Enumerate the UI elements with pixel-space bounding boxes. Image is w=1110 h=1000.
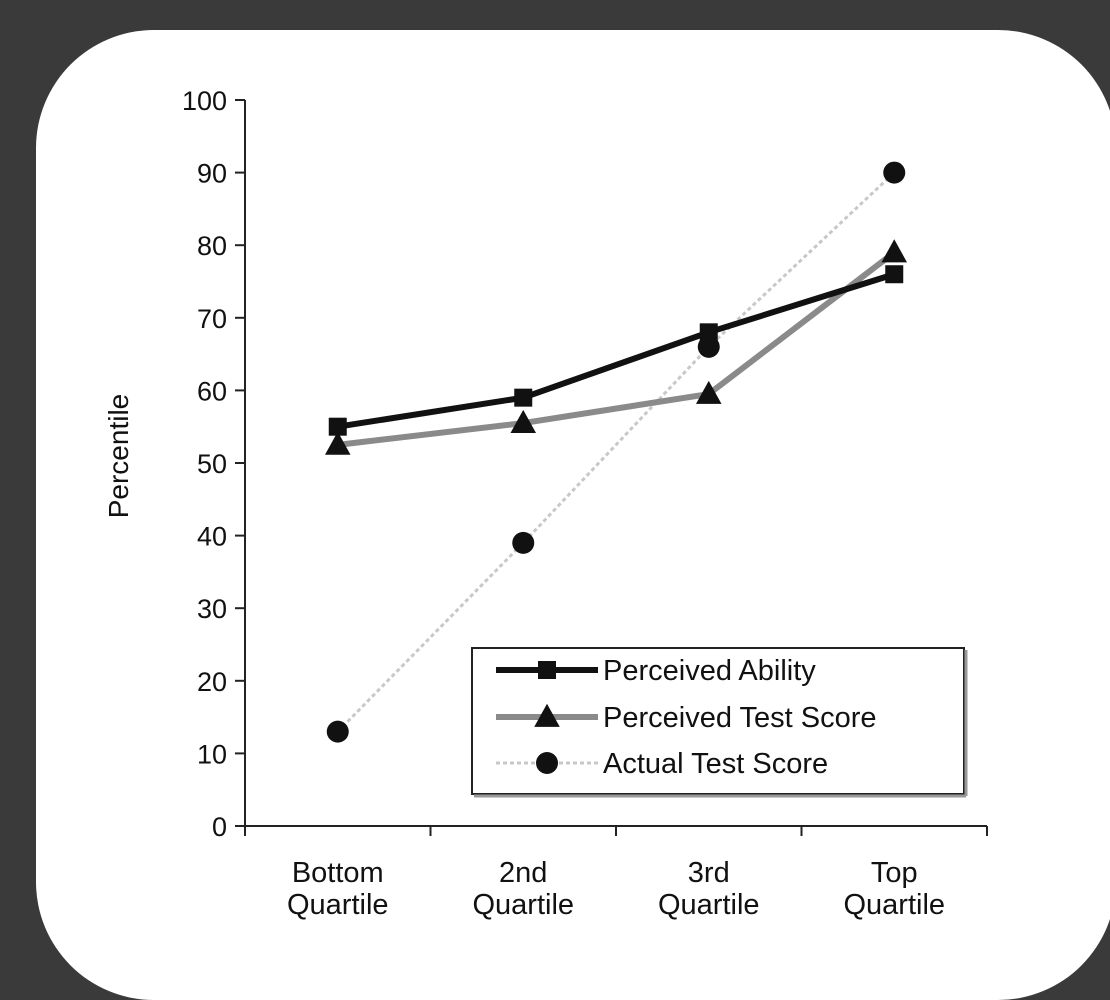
chart-card <box>36 30 1110 1000</box>
x-category-label: 2nd Quartile <box>472 857 574 921</box>
legend-swatch-marker <box>538 661 556 679</box>
series-point <box>512 531 535 554</box>
series-point <box>881 239 908 263</box>
x-category-label: Bottom Quartile <box>287 857 389 921</box>
y-tick-label: 0 <box>212 812 227 842</box>
series-point <box>324 431 351 455</box>
x-category-label: 3rd Quartile <box>658 857 760 921</box>
legend-label: Perceived Ability <box>603 655 816 687</box>
y-tick-label: 100 <box>182 86 227 116</box>
y-tick-label: 20 <box>197 667 227 697</box>
series-line <box>336 171 896 733</box>
y-tick-label: 70 <box>197 304 227 334</box>
series-line <box>337 250 897 448</box>
y-tick-label: 30 <box>197 594 227 624</box>
y-tick-label: 40 <box>197 522 227 552</box>
series-point <box>328 417 347 436</box>
series-point <box>510 409 537 433</box>
legend-swatch-marker <box>536 752 558 774</box>
y-tick-label: 50 <box>197 449 227 479</box>
series-point <box>885 265 904 284</box>
series-point <box>514 388 533 407</box>
series-lines <box>324 161 908 743</box>
series-point <box>883 161 906 184</box>
y-tick-label: 80 <box>197 231 227 261</box>
axes: 0 10 20 30 40 50 60 70 80 90 100 Bottom Quartile 2nd Q… <box>103 86 988 921</box>
legend-swatch-marker <box>534 703 560 727</box>
series-point <box>695 380 722 404</box>
series-point <box>326 720 349 743</box>
legend: Perceived Ability Perceived Test Score Act… <box>471 647 968 798</box>
y-tick-label: 60 <box>197 376 227 406</box>
series-line <box>337 271 896 430</box>
x-category-label: Top Quartile <box>843 857 945 921</box>
legend-label: Actual Test Score <box>603 748 828 780</box>
series-point <box>697 335 720 358</box>
y-axis-title: Percentile <box>103 394 134 519</box>
legend-label: Perceived Test Score <box>603 702 877 734</box>
y-tick-label: 90 <box>197 159 227 189</box>
y-tick-label: 10 <box>197 739 227 769</box>
